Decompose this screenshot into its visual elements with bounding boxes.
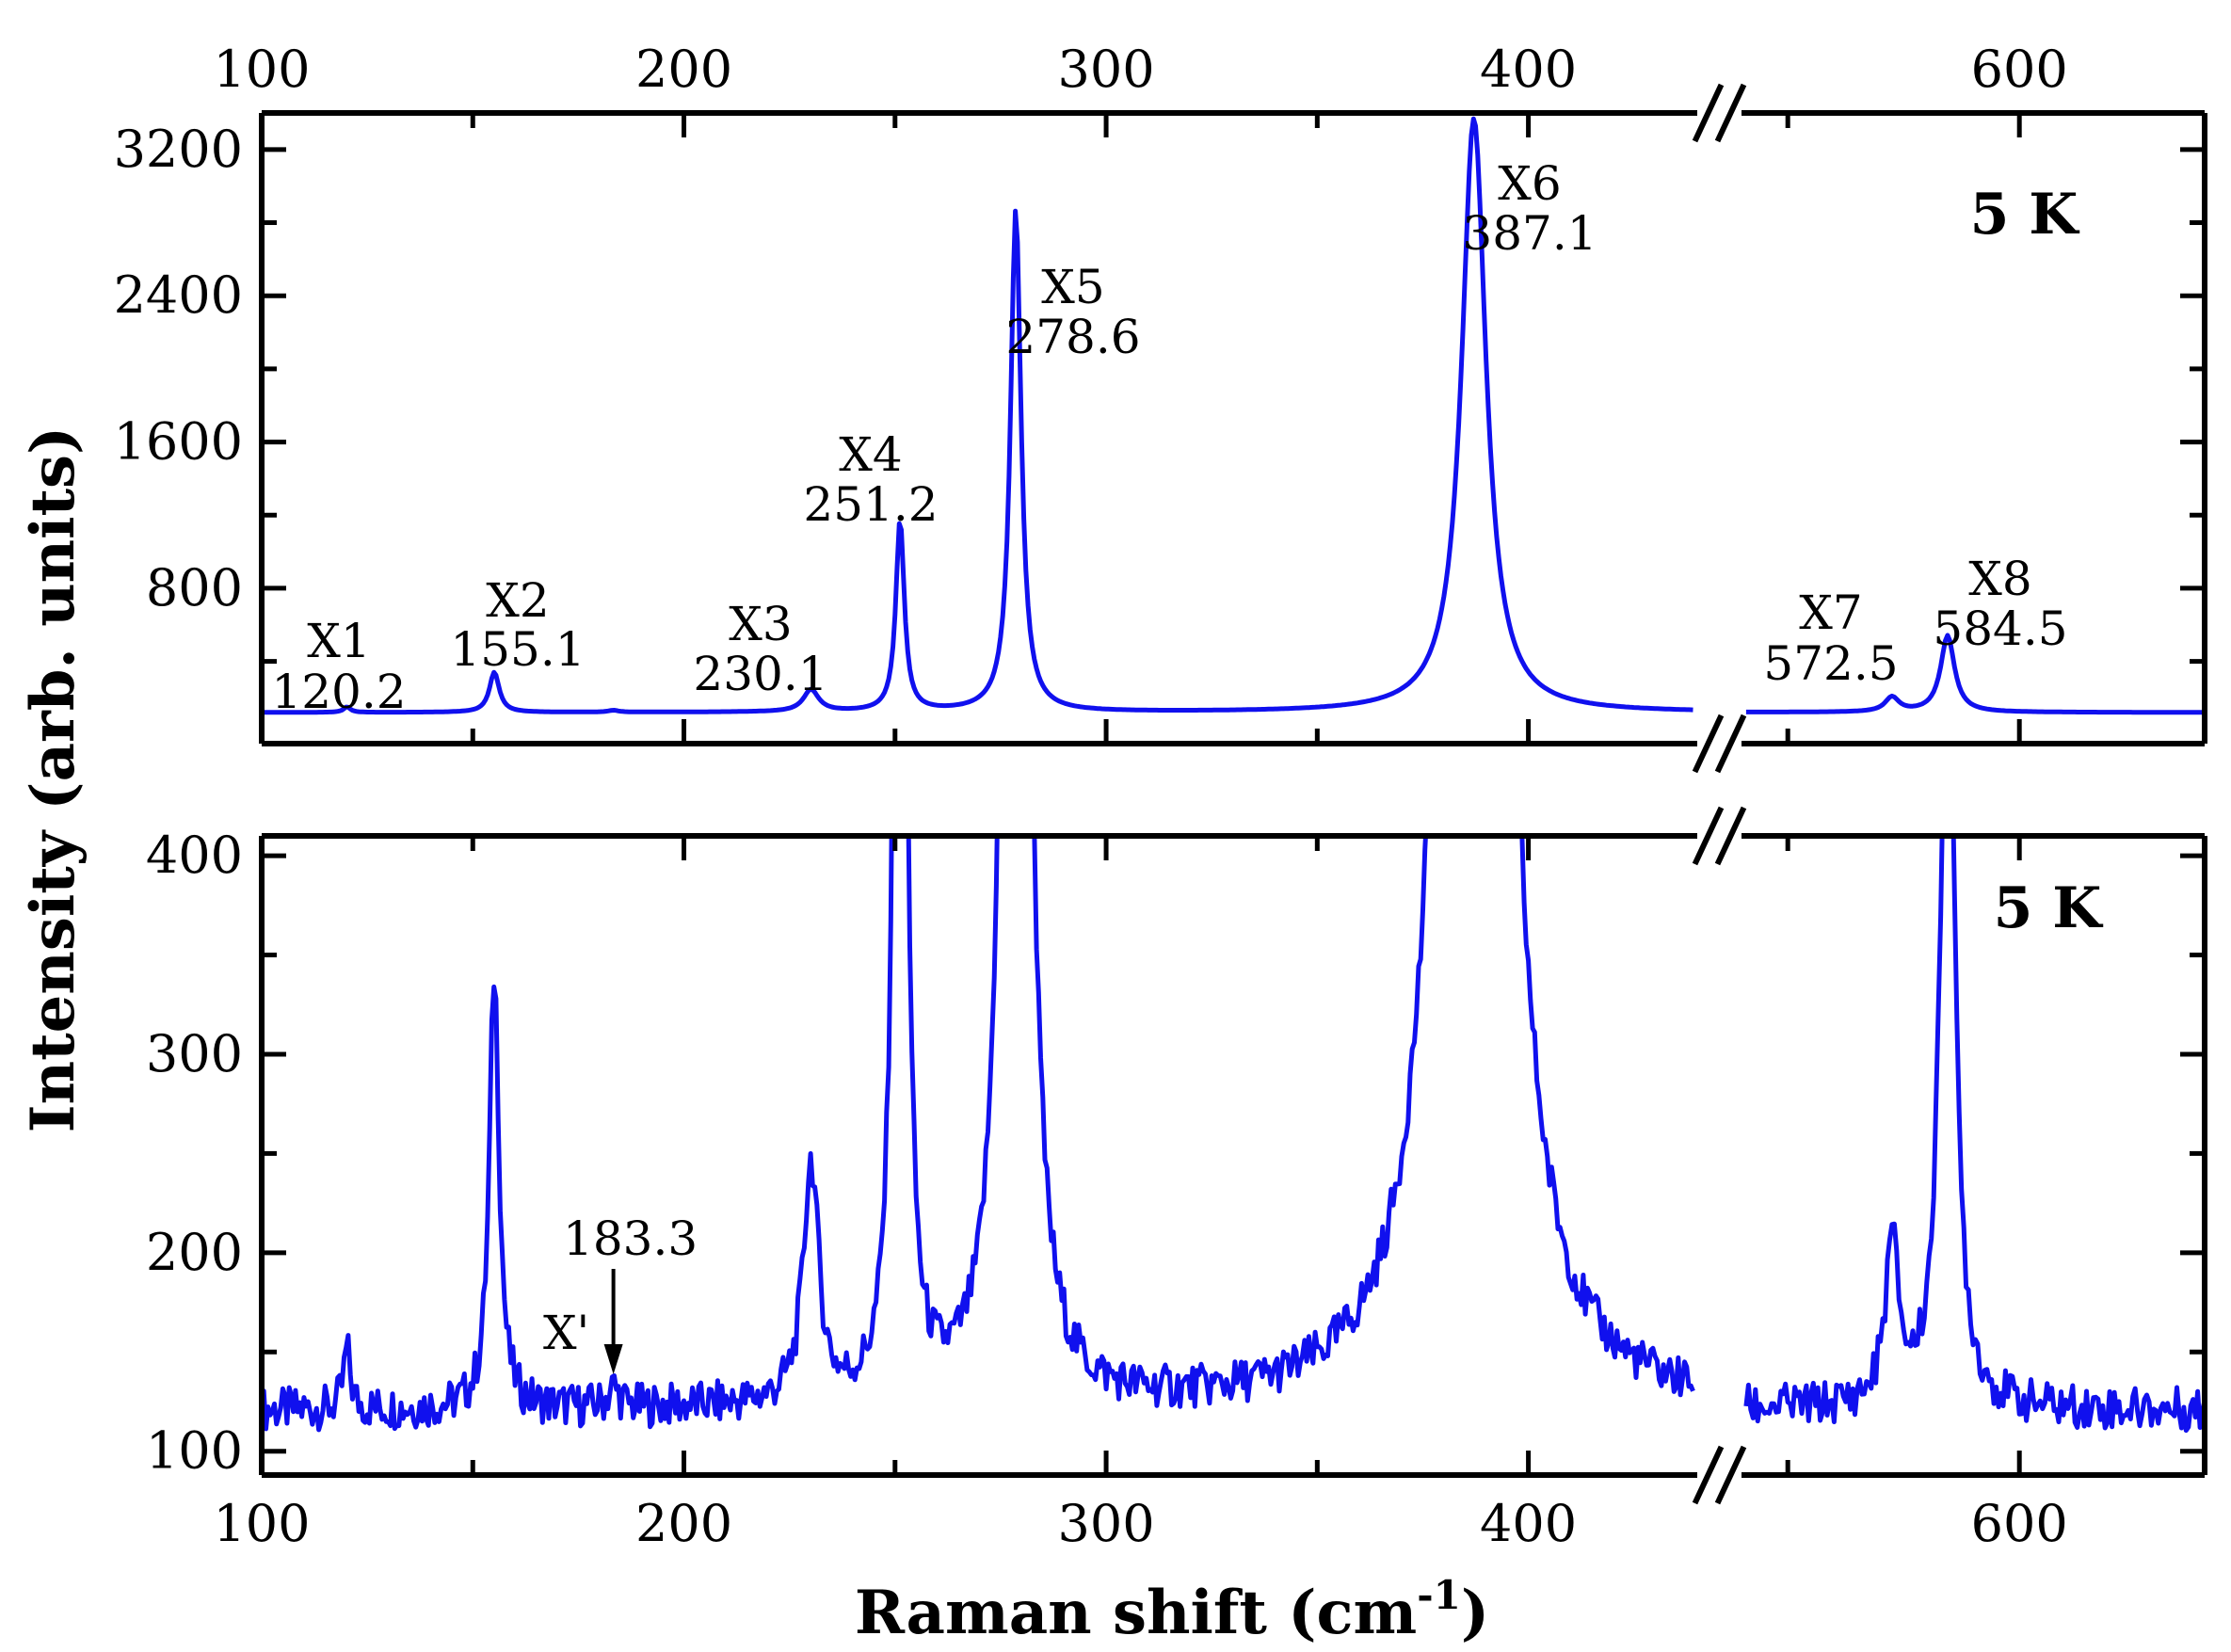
peak-name-x4: X4: [839, 427, 902, 482]
peak-name-x6: X6: [1498, 156, 1561, 211]
peak-name-x2: X2: [486, 573, 549, 628]
peak-value-x7: 572.5: [1763, 636, 1898, 691]
top-break-mark-0-0: [1692, 83, 1725, 143]
top-ytick-label-800: 800: [146, 558, 243, 617]
bottom-ytick-label-200: 200: [146, 1223, 243, 1282]
bottom-spectrum-segment-1: [262, 836, 1695, 1433]
peak-name-x5: X5: [1041, 260, 1104, 314]
temperature-label-top: 5 K: [1970, 182, 2080, 248]
top-spectrum-segment-1: [262, 116, 1693, 715]
peak-name-x8: X8: [1968, 552, 2031, 606]
xprime-value-label: 183.3: [563, 1211, 698, 1266]
bottom-bottom-xtick-label-600: 600: [1971, 1494, 2068, 1553]
bottom-ytick-label-400: 400: [146, 826, 243, 885]
bottom-break-mark-0-0: [1692, 806, 1725, 866]
peak-value-x3: 230.1: [693, 647, 827, 701]
top-ytick-label-2400: 2400: [114, 265, 243, 325]
peak-value-x8: 584.5: [1933, 601, 2067, 656]
top-top-xtick-label-400: 400: [1480, 40, 1577, 99]
x-axis-title-superscript: -1: [1417, 1572, 1461, 1618]
peak-name-x7: X7: [1799, 585, 1862, 640]
x-axis-title-close: ): [1461, 1578, 1489, 1648]
top-break-mark-0-1: [1714, 83, 1747, 143]
xprime-name-label: X': [543, 1306, 589, 1360]
peak-value-x4: 251.2: [803, 477, 938, 532]
top-top-xtick-label-600: 600: [1971, 40, 2068, 99]
peak-value-x5: 278.6: [1005, 310, 1140, 364]
bottom-bottom-xtick-label-100: 100: [213, 1494, 310, 1553]
top-top-xtick-label-100: 100: [213, 40, 310, 99]
bottom-panel: 100 200 300 400 100 200 300 400 600 183.3 X': [146, 806, 2207, 1553]
peak-value-x1: 120.2: [271, 665, 406, 719]
bottom-bottom-xtick-label-400: 400: [1480, 1494, 1577, 1553]
y-axis-title: Intensity (arb. units): [18, 426, 88, 1133]
bottom-ytick-label-300: 300: [146, 1024, 243, 1083]
top-spectrum-segment-2: [1745, 633, 2205, 715]
top-ytick-label-1600: 1600: [114, 412, 243, 472]
peak-value-x6: 387.1: [1462, 206, 1597, 261]
peak-name-x1: X1: [307, 614, 370, 668]
temperature-label-bottom: 5 K: [1994, 875, 2104, 941]
bottom-break-mark-1-1: [1714, 1445, 1747, 1505]
xprime-arrow-head: [603, 1344, 623, 1374]
bottom-bottom-xtick-label-300: 300: [1058, 1494, 1155, 1553]
bottom-bottom-xtick-label-200: 200: [635, 1494, 732, 1553]
top-top-xtick-label-300: 300: [1058, 40, 1155, 99]
x-axis-title: Raman shift (cm-1): [855, 1572, 1489, 1648]
bottom-break-mark-0-1: [1714, 806, 1747, 866]
peak-name-x3: X3: [729, 597, 792, 651]
top-top-xtick-label-200: 200: [635, 40, 732, 99]
bottom-ytick-label-100: 100: [146, 1421, 243, 1481]
top-ytick-label-3200: 3200: [114, 120, 243, 179]
x-axis-title-main: Raman shift (cm: [855, 1578, 1417, 1648]
top-break-mark-1-1: [1714, 714, 1747, 774]
bottom-break-mark-1-0: [1692, 1445, 1725, 1505]
bottom-spectrum-segment-2: [1743, 836, 2205, 1434]
peak-value-x2: 155.1: [450, 622, 585, 677]
top-break-mark-1-0: [1692, 714, 1725, 774]
